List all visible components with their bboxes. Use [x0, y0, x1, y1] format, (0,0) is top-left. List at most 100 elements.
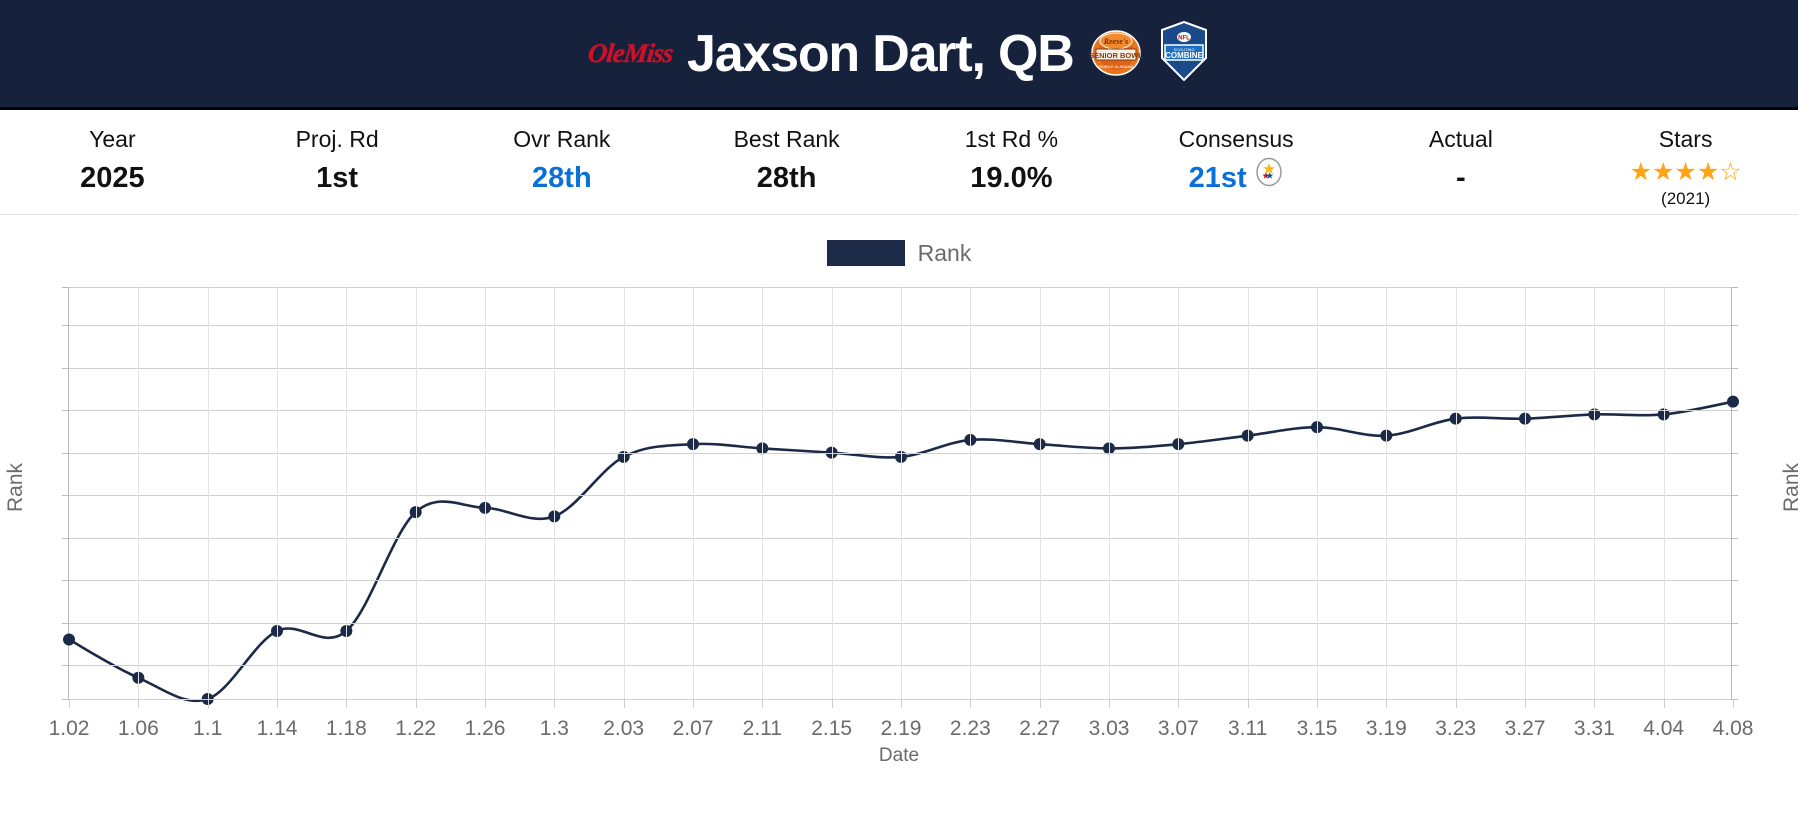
y-axis-tick-mark [62, 622, 69, 624]
chart-gridline-horizontal [69, 495, 1731, 497]
stat-label: Ovr Rank [513, 126, 611, 152]
y-axis-tick-mark [1731, 580, 1738, 582]
x-axis-tick: 3.19 [1365, 717, 1407, 740]
chart-gridline-vertical [207, 287, 209, 699]
y-axis-tick-mark [62, 452, 69, 454]
svg-text:SENIOR BOWL: SENIOR BOWL [1089, 51, 1143, 60]
x-axis-tick: 2.27 [1019, 717, 1061, 740]
x-axis-tick-mark [762, 699, 764, 708]
x-axis-tick: 2.19 [880, 717, 922, 740]
y-axis-tick-mark [1731, 410, 1738, 412]
x-axis-tick: 3.31 [1573, 717, 1615, 740]
page-header: OleMiss Jaxson Dart, QB Reese's SENIOR B… [0, 0, 1798, 110]
chart-gridline-vertical [1594, 287, 1596, 699]
svg-text:COMBINE: COMBINE [1165, 51, 1203, 60]
chart-gridline-horizontal [69, 452, 1731, 454]
legend-label-rank[interactable]: Rank [917, 239, 972, 266]
data-point[interactable] [63, 633, 75, 646]
x-axis-tick: 2.03 [603, 717, 645, 740]
stat-value: 1st [316, 161, 359, 194]
chart-gridline-horizontal [69, 537, 1731, 539]
x-axis-tick-mark [346, 699, 348, 708]
y-axis-tick-mark [1731, 287, 1738, 288]
x-axis-tick: 2.23 [949, 717, 991, 740]
y-axis-tick-mark [1731, 537, 1738, 539]
data-point[interactable] [1727, 395, 1739, 408]
star-filled-icon: ★ [1696, 157, 1720, 186]
x-axis-tick: 3.27 [1504, 717, 1546, 740]
y-axis-tick-mark [62, 287, 69, 288]
stat-label: Proj. Rd [295, 126, 379, 152]
y-axis-label-left: Rank [4, 463, 27, 513]
y-axis-tick-mark [1731, 699, 1738, 700]
chart-gridline-horizontal [69, 622, 1731, 624]
x-axis-tick: 4.08 [1712, 717, 1754, 740]
y-axis-tick-mark [62, 367, 69, 369]
x-axis-tick: 3.07 [1157, 717, 1199, 740]
x-axis-tick-mark [207, 699, 209, 708]
stat-year: Year 2025 [0, 122, 225, 199]
x-axis-tick-mark [1386, 699, 1388, 708]
chart-gridline-vertical [485, 287, 486, 699]
chart-gridline-horizontal [69, 367, 1731, 369]
stat-label: Year [89, 126, 136, 152]
steelers-logo [1254, 157, 1284, 199]
stat-value: 28th [756, 161, 817, 194]
x-axis-tick: 1.1 [193, 717, 223, 740]
x-axis-tick: 1.02 [48, 717, 90, 740]
y-axis-tick-mark [62, 410, 69, 412]
y-axis-tick-mark [1731, 367, 1738, 369]
svg-text:NFL: NFL [1178, 36, 1190, 42]
x-axis-tick-mark [1317, 699, 1318, 708]
stats-row: Year 2025 Proj. Rd 1st Ovr Rank 28th Bes… [0, 110, 1798, 215]
stat-value: 2025 [80, 161, 145, 194]
x-axis-tick-mark [901, 699, 902, 708]
svg-text:Reese's: Reese's [1102, 37, 1127, 46]
chart-gridline-vertical [138, 287, 140, 699]
chart-gridline-vertical [831, 287, 833, 699]
x-axis-tick-mark [1109, 699, 1110, 708]
star-empty-icon: ☆ [1719, 157, 1742, 186]
x-axis-tick: 1.14 [256, 717, 298, 740]
chart-gridline-horizontal [69, 665, 1731, 667]
stat-stars: Stars ★★★★☆ (2021) [1573, 122, 1798, 209]
x-axis-tick-mark [1525, 699, 1526, 708]
x-axis-tick-mark [1178, 699, 1180, 708]
x-axis-tick: 2.07 [672, 717, 714, 740]
x-axis-tick-mark [485, 699, 486, 708]
x-axis-tick-mark [415, 699, 417, 708]
stat-best-rank: Best Rank 28th [674, 122, 899, 199]
x-axis-tick: 1.26 [464, 717, 506, 740]
y-axis-tick-mark [1731, 665, 1738, 667]
svg-text:MOBILE ALABAMA: MOBILE ALABAMA [1098, 64, 1133, 69]
chart-gridline-vertical [762, 287, 764, 699]
chart-gridline-horizontal [69, 287, 1731, 288]
chart-gridline-horizontal [69, 699, 1731, 700]
chart-gridline-vertical [415, 287, 417, 699]
y-axis-tick-mark [62, 580, 69, 582]
legend-swatch-rank[interactable] [826, 240, 905, 266]
x-axis-tick: 3.03 [1088, 717, 1130, 740]
star-filled-icon: ★ [1651, 157, 1675, 186]
y-axis-label-right: Rank [1780, 463, 1798, 513]
stat-value[interactable]: 21st [1188, 161, 1247, 194]
y-axis-tick-mark [62, 665, 69, 667]
x-axis-tick: 1.3 [539, 717, 569, 740]
chart-gridline-horizontal [69, 325, 1731, 327]
chart-gridline-horizontal [69, 580, 1731, 582]
x-axis-tick: 3.23 [1435, 717, 1477, 740]
stat-value: 19.0% [970, 161, 1053, 194]
chart-gridline-vertical [693, 287, 694, 699]
x-axis-tick-mark [277, 699, 278, 708]
chart-gridline-vertical [901, 287, 902, 699]
chart-gridline-vertical [1317, 287, 1318, 699]
chart-gridline-vertical [1247, 287, 1249, 699]
chart-gridline-vertical [970, 287, 972, 699]
stat-label: Consensus [1178, 126, 1294, 152]
stat-value[interactable]: 28th [532, 161, 592, 194]
x-axis-tick-mark [970, 699, 972, 708]
stat-label: Stars [1658, 126, 1713, 152]
stars-year: (2021) [1661, 188, 1711, 208]
chart-gridline-vertical [623, 287, 625, 699]
star-rating: ★★★★☆ [1573, 157, 1798, 188]
